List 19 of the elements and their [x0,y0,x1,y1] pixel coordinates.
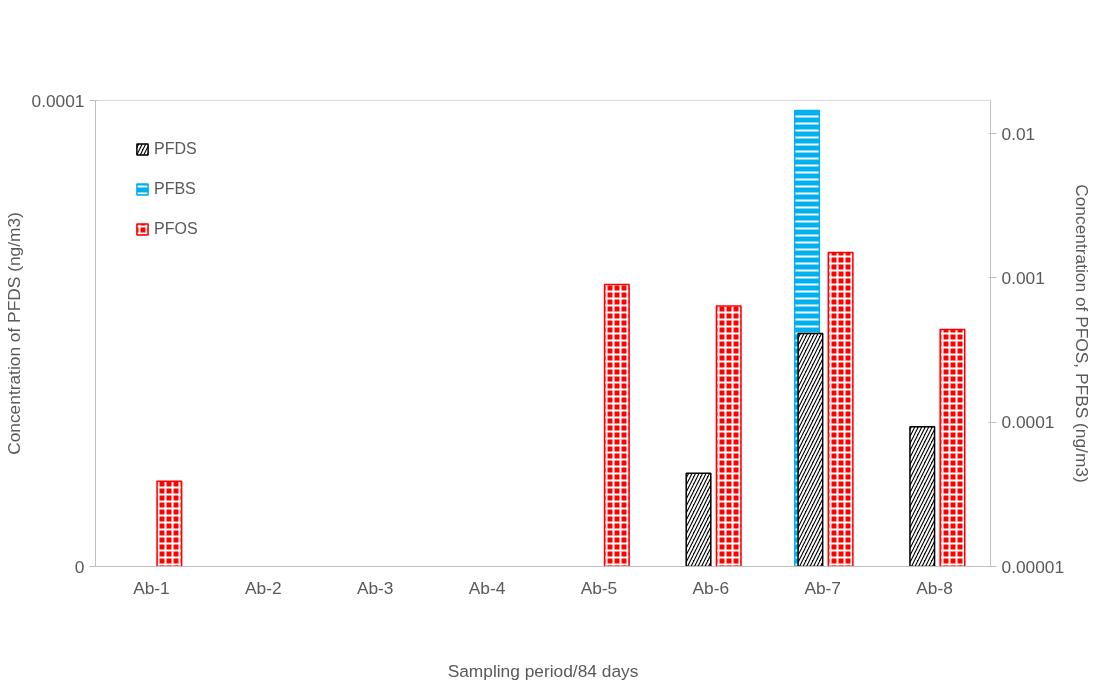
x-tick-label: Ab-7 [804,577,841,598]
y-axis-title: Concentration of PFDS (ng/m3) [3,212,24,455]
legend-label: PFDS [154,140,197,158]
y2-axis-title: Concentration of PFOS, PFBS (ng/m3) [1072,184,1093,483]
x-tick-label: Ab-2 [245,577,282,598]
y2-tick-label: 0.001 [1001,268,1045,288]
x-tick-label: Ab-8 [916,577,953,598]
legend-label: PFOS [154,220,198,238]
x-tick-label: Ab-1 [133,577,170,598]
y2-tick-label: 0.0001 [1001,412,1055,433]
x-tick-label: Ab-6 [692,577,730,598]
legend-label: PFBS [154,180,196,198]
y2-tick-label: 0.01 [1001,123,1036,144]
x-tick-label: Ab-5 [580,577,618,598]
x-tick-label: Ab-3 [356,577,394,598]
y-tick-label: 0 [74,556,85,577]
x-axis-title: Sampling period/84 days [447,660,639,681]
y2-tick-label: 0.00001 [1001,556,1065,577]
x-tick-label: Ab-4 [468,577,506,598]
